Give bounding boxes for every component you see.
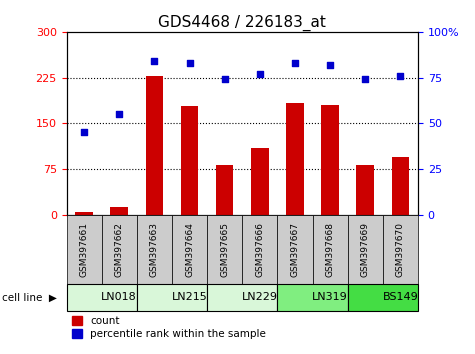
Title: GDS4468 / 226183_at: GDS4468 / 226183_at <box>158 14 326 30</box>
Point <box>80 130 88 135</box>
Text: GSM397670: GSM397670 <box>396 222 405 277</box>
Text: BS149: BS149 <box>382 292 418 302</box>
Text: GSM397668: GSM397668 <box>326 222 334 277</box>
Bar <box>277 215 313 284</box>
Bar <box>277 284 348 311</box>
Bar <box>321 105 339 215</box>
Bar <box>251 148 269 215</box>
Text: GSM397662: GSM397662 <box>115 222 124 277</box>
Bar <box>356 165 374 215</box>
Text: LN229: LN229 <box>242 292 278 302</box>
Text: LN018: LN018 <box>101 292 137 302</box>
Point <box>291 60 299 66</box>
Bar <box>75 212 93 215</box>
Point <box>326 62 334 68</box>
Point <box>256 71 264 77</box>
Bar <box>348 284 418 311</box>
Text: LN319: LN319 <box>312 292 348 302</box>
Point <box>151 58 158 64</box>
Point <box>221 76 228 82</box>
Bar <box>66 215 102 284</box>
Text: cell line  ▶: cell line ▶ <box>2 292 57 302</box>
Point <box>397 73 404 79</box>
Bar <box>207 284 277 311</box>
Point <box>361 76 369 82</box>
Bar <box>383 215 418 284</box>
Text: GSM397669: GSM397669 <box>361 222 370 277</box>
Point <box>115 111 123 117</box>
Legend: count, percentile rank within the sample: count, percentile rank within the sample <box>72 316 266 339</box>
Bar <box>286 103 304 215</box>
Bar <box>216 165 233 215</box>
Bar <box>66 284 137 311</box>
Bar <box>110 207 128 215</box>
Bar <box>137 215 172 284</box>
Bar <box>207 215 242 284</box>
Bar <box>102 215 137 284</box>
Text: LN215: LN215 <box>171 292 208 302</box>
Bar <box>348 215 383 284</box>
Bar <box>137 284 207 311</box>
Bar <box>145 76 163 215</box>
Text: GSM397661: GSM397661 <box>80 222 88 277</box>
Bar <box>391 157 409 215</box>
Text: GSM397663: GSM397663 <box>150 222 159 277</box>
Bar <box>172 215 207 284</box>
Text: GSM397666: GSM397666 <box>256 222 264 277</box>
Point <box>186 60 193 66</box>
Text: GSM397667: GSM397667 <box>291 222 299 277</box>
Bar <box>242 215 277 284</box>
Text: GSM397665: GSM397665 <box>220 222 229 277</box>
Bar <box>180 106 199 215</box>
Text: GSM397664: GSM397664 <box>185 222 194 277</box>
Bar <box>313 215 348 284</box>
